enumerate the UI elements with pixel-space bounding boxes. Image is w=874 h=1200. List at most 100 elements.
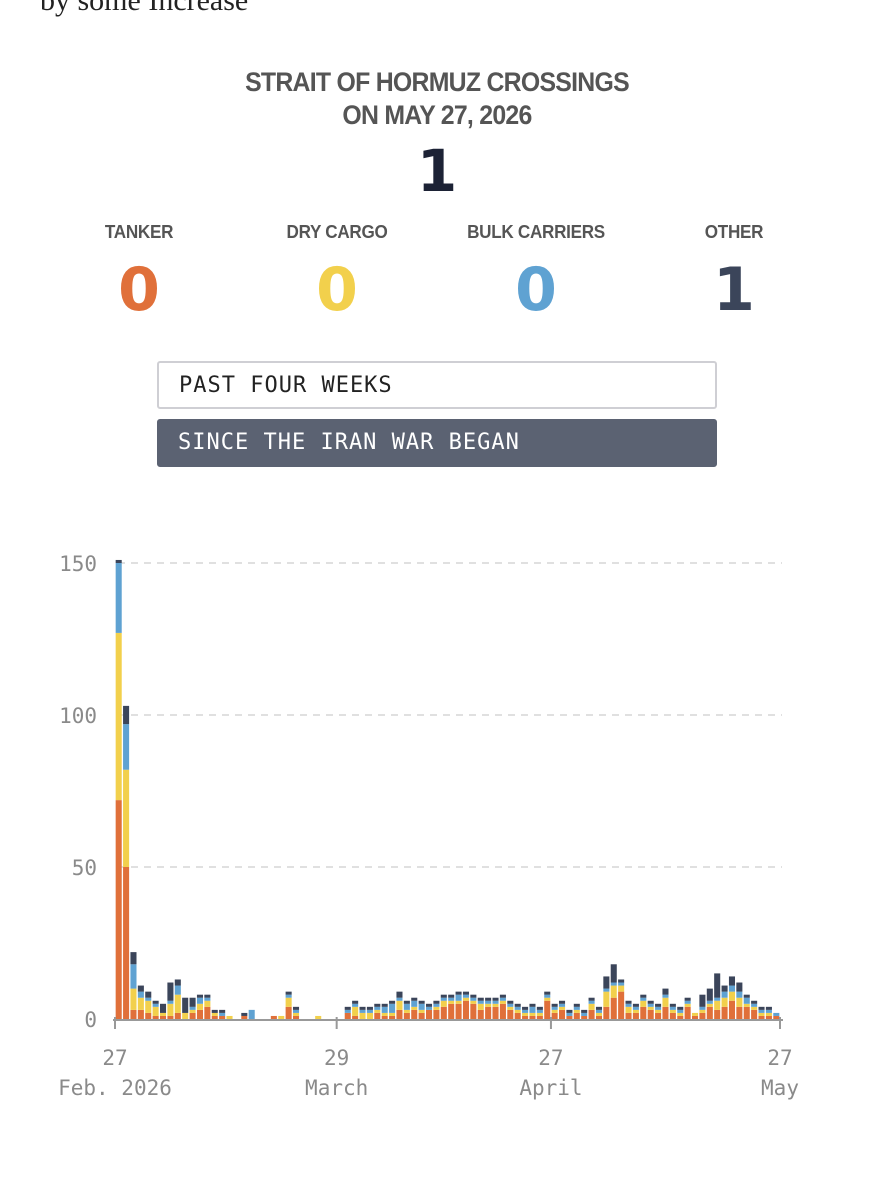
bar-bulk-day-2 [130, 964, 137, 989]
bar-other-day-32 [352, 1000, 359, 1004]
bar-other-day-59 [551, 1003, 558, 1007]
bar-bulk-day-53 [507, 1003, 514, 1007]
bar-tanker-day-79 [699, 1012, 706, 1019]
bar-tanker-day-0 [115, 800, 122, 1019]
bar-tanker-day-12 [204, 1006, 211, 1019]
bar-other-day-4 [145, 991, 152, 998]
bar-tanker-day-10 [189, 1012, 196, 1019]
bar-dry_cargo-day-60 [558, 1006, 566, 1010]
bar-tanker-day-1 [123, 867, 130, 1019]
bar-other-day-5 [152, 1000, 159, 1004]
since-war-button[interactable]: SINCE THE IRAN WAR BEGAN [157, 419, 717, 467]
bar-bulk-day-18 [248, 1009, 255, 1019]
bar-bulk-day-54 [514, 1006, 521, 1010]
bar-tanker-day-73 [655, 1012, 662, 1019]
bar-tanker-day-3 [137, 1009, 144, 1019]
bar-tanker-day-4 [145, 1012, 152, 1019]
bar-bulk-day-86 [751, 1003, 758, 1007]
x-tick-month-3: May [761, 1076, 799, 1100]
bar-bulk-day-56 [529, 1006, 536, 1013]
bar-other-day-24 [292, 1006, 300, 1010]
bar-other-day-82 [721, 985, 728, 992]
bar-bulk-day-48 [470, 997, 477, 1001]
title-line-2: ON MAY 27, 2026 [342, 100, 532, 130]
bar-bulk-day-89 [773, 1012, 780, 1016]
bar-tanker-day-58 [544, 1000, 551, 1019]
bar-tanker-day-61 [566, 1015, 573, 1019]
bar-bulk-day-77 [684, 1000, 691, 1004]
bar-tanker-day-24 [292, 1015, 300, 1019]
category-label: TANKER [104, 222, 174, 242]
bar-dry_cargo-day-4 [145, 1000, 152, 1013]
bar-other-day-0 [115, 559, 122, 563]
bar-other-day-87 [758, 1006, 765, 1010]
bar-other-day-60 [558, 1000, 566, 1004]
bar-tanker-day-51 [492, 1006, 499, 1019]
bar-bulk-day-31 [344, 1009, 351, 1013]
bar-bulk-day-7 [167, 1000, 174, 1004]
category-tanker: TANKER 0 [39, 222, 239, 325]
bar-dry_cargo-day-80 [706, 1003, 713, 1007]
bar-dry_cargo-day-6 [159, 1012, 167, 1016]
bar-dry_cargo-day-12 [204, 1000, 211, 1007]
bar-tanker-day-7 [167, 1015, 174, 1019]
x-tick-month-2: April [519, 1076, 582, 1100]
bar-other-day-58 [544, 991, 551, 995]
bar-bulk-day-4 [145, 997, 152, 1001]
bar-tanker-day-69 [625, 1012, 632, 1019]
category-bulk-carriers: BULK CARRIERS 0 [436, 222, 636, 325]
bar-dry_cargo-day-22 [278, 1015, 285, 1019]
bar-other-day-45 [448, 994, 455, 998]
bar-dry_cargo-day-57 [536, 1012, 543, 1016]
bar-bulk-day-71 [640, 997, 647, 1001]
bar-bulk-day-68 [618, 982, 625, 986]
bar-bulk-day-62 [573, 1006, 580, 1010]
bar-other-day-71 [640, 994, 647, 998]
bar-dry_cargo-day-1 [123, 769, 130, 867]
bar-dry_cargo-day-56 [529, 1012, 536, 1016]
bar-other-day-3 [137, 985, 144, 992]
bar-tanker-day-60 [558, 1009, 566, 1019]
bar-tanker-day-36 [381, 1015, 388, 1019]
bar-bulk-day-41 [418, 1003, 425, 1010]
bar-bulk-day-82 [721, 991, 728, 998]
bar-tanker-day-35 [374, 1012, 381, 1019]
y-tick-label-50: 50 [72, 856, 97, 880]
bar-dry_cargo-day-65 [595, 1012, 603, 1016]
bar-tanker-day-83 [728, 1000, 736, 1019]
bar-tanker-day-66 [603, 1006, 610, 1019]
bar-other-day-42 [425, 1003, 433, 1007]
bar-tanker-day-37 [389, 1015, 396, 1019]
bar-bulk-day-73 [655, 1006, 662, 1010]
bar-dry_cargo-day-77 [684, 1003, 691, 1007]
bar-other-day-85 [743, 994, 750, 998]
title-line-1: STRAIT OF HORMUZ CROSSINGS [245, 67, 630, 97]
bar-tanker-day-2 [130, 1009, 137, 1019]
bar-other-day-12 [204, 994, 211, 998]
bar-bulk-day-37 [389, 1003, 396, 1013]
bar-bulk-day-74 [662, 994, 669, 998]
bar-other-day-57 [536, 1006, 543, 1010]
bar-dry_cargo-day-82 [721, 997, 728, 1007]
bar-tanker-day-14 [219, 1015, 226, 1019]
bar-other-day-39 [403, 1000, 410, 1004]
bar-other-day-81 [714, 973, 721, 998]
bar-tanker-day-43 [433, 1009, 440, 1019]
bar-dry_cargo-day-41 [418, 1009, 425, 1013]
cut-off-text: by some Increase [40, 0, 249, 17]
bar-bulk-day-79 [699, 1006, 706, 1010]
y-tick-label-100: 100 [59, 704, 97, 728]
bar-tanker-day-82 [721, 1006, 728, 1019]
bar-dry_cargo-day-49 [477, 1003, 484, 1010]
category-other: OTHER 1 [634, 222, 834, 325]
bar-other-day-86 [751, 1000, 758, 1004]
past-four-weeks-button[interactable]: PAST FOUR WEEKS [157, 361, 717, 409]
bar-dry_cargo-day-66 [603, 991, 610, 1007]
bar-tanker-day-11 [196, 1009, 204, 1019]
grid-lines [118, 562, 782, 868]
bar-tanker-day-8 [174, 1012, 181, 1019]
bar-bulk-day-33 [359, 1009, 366, 1013]
bar-tanker-day-56 [529, 1015, 536, 1019]
bar-bulk-day-1 [123, 724, 130, 770]
bar-dry_cargo-day-5 [152, 1006, 159, 1016]
